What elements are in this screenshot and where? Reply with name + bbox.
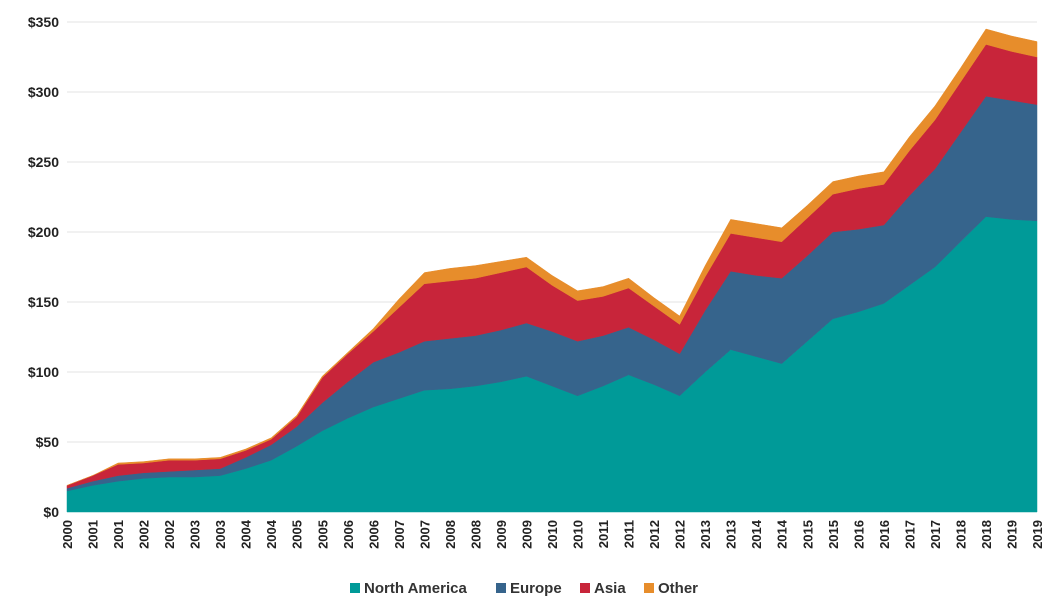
x-tick-label: 2014 bbox=[749, 519, 764, 549]
x-tick-label: 2001 bbox=[86, 520, 101, 549]
x-tick-label: 2005 bbox=[315, 520, 330, 549]
y-tick-label: $300 bbox=[28, 84, 59, 100]
legend: North America Europe Asia Other bbox=[350, 580, 698, 597]
x-tick-label: 2000 bbox=[60, 520, 75, 549]
x-tick-label: 2003 bbox=[188, 520, 203, 549]
legend-label-north-america: North America bbox=[364, 580, 467, 597]
x-tick-label: 2018 bbox=[979, 520, 994, 549]
x-tick-label: 2006 bbox=[366, 520, 381, 549]
x-tick-label: 2017 bbox=[928, 520, 943, 549]
legend-label-asia: Asia bbox=[594, 580, 626, 597]
y-axis-ticks: $0 $50 $100 $150 $200 $250 $300 $350 bbox=[28, 14, 59, 520]
y-tick-label: $100 bbox=[28, 364, 59, 380]
x-tick-label: 2019 bbox=[1030, 520, 1045, 549]
y-tick-label: $150 bbox=[28, 294, 59, 310]
area-series-group bbox=[66, 28, 1038, 513]
x-tick-label: 2014 bbox=[775, 519, 790, 549]
legend-label-other: Other bbox=[658, 580, 698, 597]
y-tick-label: $200 bbox=[28, 224, 59, 240]
legend-label-europe: Europe bbox=[510, 580, 562, 597]
x-tick-label: 2011 bbox=[596, 520, 611, 548]
legend-swatch-asia bbox=[580, 583, 590, 593]
x-tick-label: 2007 bbox=[392, 520, 407, 549]
legend-swatch-other bbox=[644, 583, 654, 593]
x-tick-label: 2015 bbox=[800, 520, 815, 549]
x-tick-label: 2011 bbox=[622, 520, 637, 548]
x-tick-label: 2002 bbox=[162, 520, 177, 549]
x-tick-label: 2010 bbox=[571, 520, 586, 549]
x-tick-label: 2004 bbox=[239, 519, 254, 549]
x-tick-label: 2015 bbox=[826, 520, 841, 549]
x-tick-label: 2016 bbox=[877, 520, 892, 549]
x-axis-ticks: 2000 2001 2001 2002 2002 2003 2003 2004 2004 2005… bbox=[60, 519, 1045, 549]
x-tick-label: 2002 bbox=[137, 520, 152, 549]
x-tick-label: 2010 bbox=[545, 520, 560, 549]
x-tick-label: 2016 bbox=[851, 520, 866, 549]
x-tick-label: 2009 bbox=[494, 520, 509, 549]
x-tick-label: 2018 bbox=[953, 520, 968, 549]
area-series-other bbox=[66, 28, 1038, 486]
legend-swatch-north-america bbox=[350, 583, 360, 593]
x-tick-label: 2013 bbox=[724, 520, 739, 549]
x-tick-label: 2008 bbox=[468, 520, 483, 549]
x-tick-label: 2005 bbox=[290, 520, 305, 549]
x-tick-label: 2001 bbox=[111, 520, 126, 549]
legend-swatch-europe bbox=[496, 583, 506, 593]
y-tick-label: $250 bbox=[28, 154, 59, 170]
x-tick-label: 2012 bbox=[647, 520, 662, 549]
x-tick-label: 2009 bbox=[519, 520, 534, 549]
y-tick-label: $350 bbox=[28, 14, 59, 30]
x-tick-label: 2003 bbox=[213, 520, 228, 549]
x-tick-label: 2008 bbox=[443, 520, 458, 549]
x-tick-label: 2007 bbox=[417, 520, 432, 549]
x-tick-label: 2006 bbox=[341, 520, 356, 549]
x-tick-label: 2017 bbox=[902, 520, 917, 549]
x-tick-label: 2013 bbox=[698, 520, 713, 549]
x-tick-label: 2012 bbox=[673, 520, 688, 549]
y-tick-label: $50 bbox=[36, 434, 60, 450]
x-tick-label: 2019 bbox=[1004, 520, 1019, 549]
y-tick-label: $0 bbox=[43, 504, 59, 520]
x-tick-label: 2004 bbox=[264, 519, 279, 549]
